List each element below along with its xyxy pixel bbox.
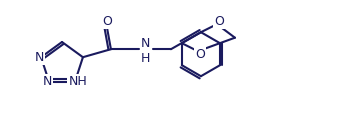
Text: O: O [195, 48, 205, 61]
Text: O: O [214, 15, 224, 28]
Text: O: O [102, 15, 112, 28]
Text: NH: NH [69, 75, 87, 88]
Text: N
H: N H [141, 37, 151, 65]
Text: N: N [42, 75, 52, 88]
Text: N: N [34, 51, 44, 64]
